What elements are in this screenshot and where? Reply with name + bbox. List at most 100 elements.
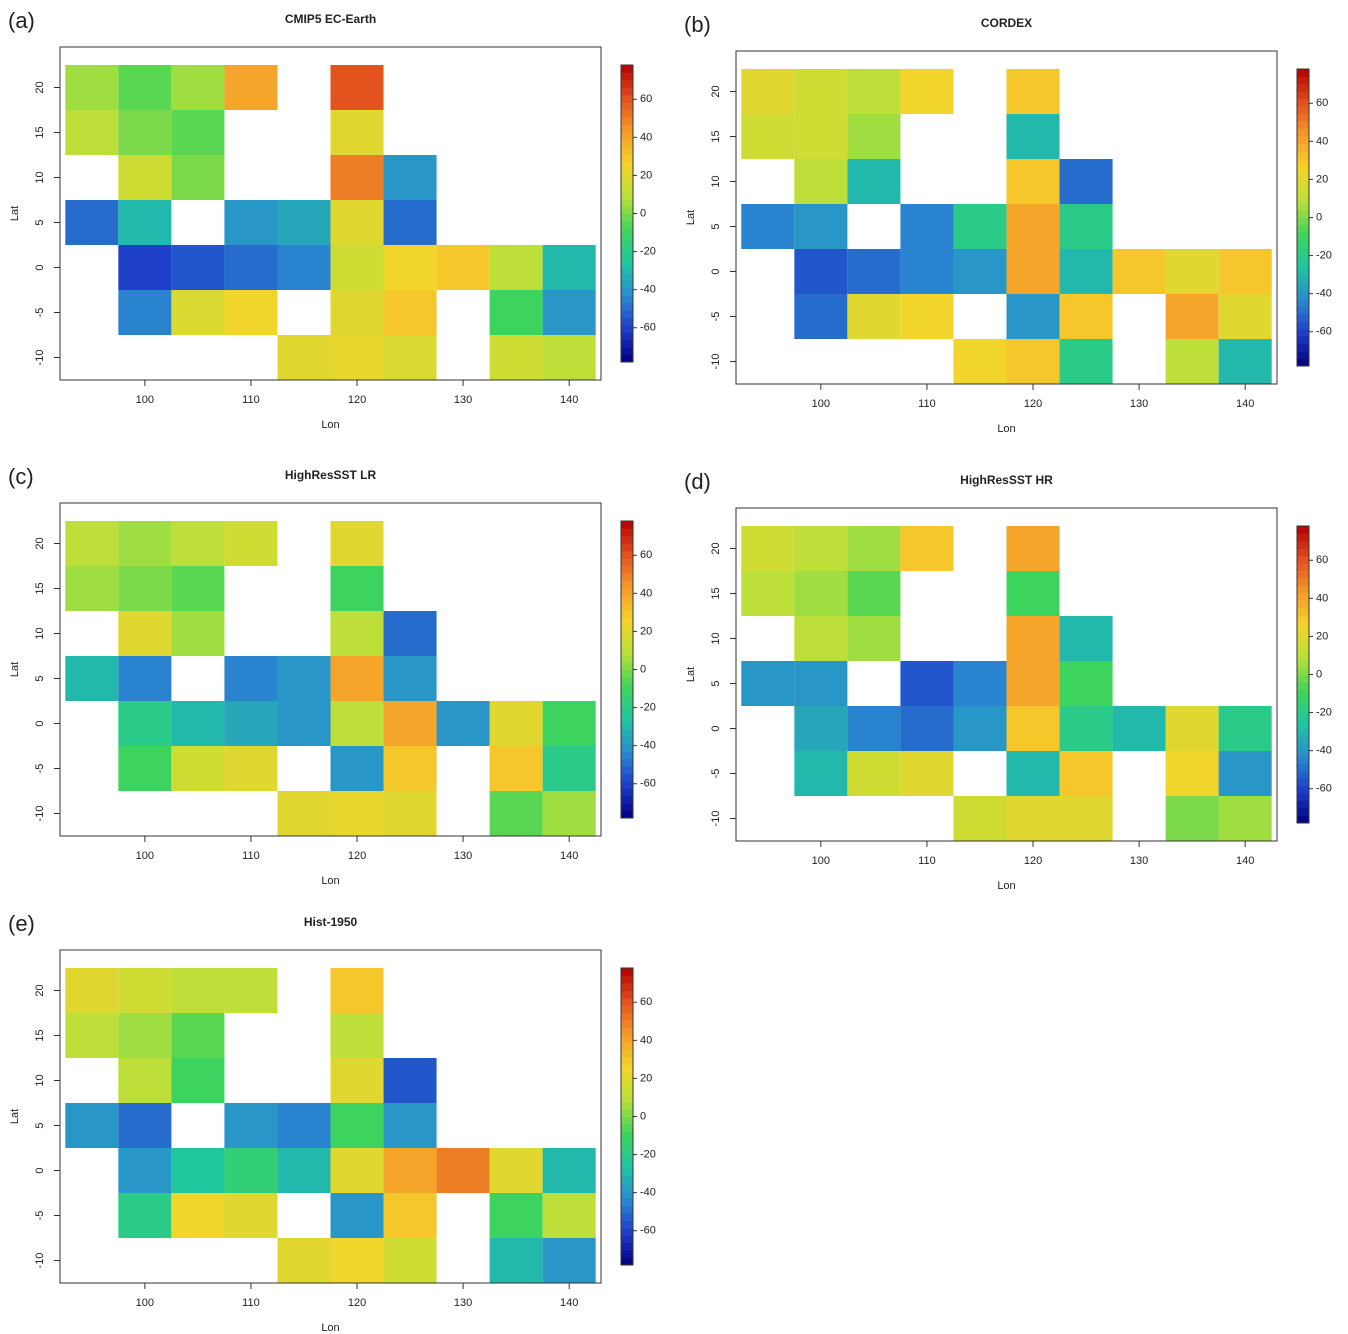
colorbar-tick-label: 60 [640,93,652,105]
colorbar-tick-label: -60 [640,1225,656,1237]
colorbar-step [621,558,633,567]
colorbar-step [1297,592,1309,601]
colorbar-step [621,580,633,589]
cell [118,968,172,1013]
y-tick-label: 5 [710,680,722,686]
cell [171,245,225,290]
cell [741,114,795,159]
colorbar-step [621,803,633,812]
colorbar-step [1297,808,1309,817]
colorbar-step [621,220,633,229]
colorbar-step [1297,254,1309,263]
cell [489,335,543,380]
cell [118,746,172,791]
colorbar-step [1297,533,1309,542]
cell [489,1148,543,1193]
cell [1006,69,1060,114]
colorbar-step [621,1034,633,1043]
colorbar-step [1297,314,1309,322]
colorbar-step [1297,328,1309,337]
colorbar-step [621,706,633,715]
cell [542,245,596,290]
colorbar-step [621,587,633,596]
colorbar-step [1297,165,1309,174]
colorbar-step [621,72,633,81]
colorbar-tick-label: -60 [640,322,656,334]
cell [847,751,901,796]
cell [330,791,384,836]
cell [383,611,437,656]
colorbar-step [1297,637,1309,646]
x-tick-label: 130 [454,850,472,862]
colorbar-tick-label: -40 [1316,288,1332,300]
cell [224,701,278,746]
cell [900,69,954,114]
cell [1218,294,1272,339]
cell [118,1058,172,1103]
colorbar-tick-label: 20 [640,625,652,637]
x-tick-label: 140 [1236,398,1254,410]
colorbar-step [1297,135,1309,144]
colorbar-step [621,550,633,559]
cell [171,968,225,1013]
colorbar-step [621,228,633,237]
cell [847,249,901,294]
colorbar-step [621,1101,633,1110]
colorbar-step [621,1250,633,1259]
colorbar-step [621,1071,633,1080]
cell [847,571,901,616]
cell [118,611,172,656]
colorbar-step [621,810,633,819]
cell [953,204,1007,249]
colorbar-step [621,324,633,333]
y-tick-label: 10 [34,1074,46,1086]
y-tick-label: 5 [34,1122,46,1128]
colorbar-step [621,736,633,745]
cell [330,1193,384,1238]
colorbar-step [621,669,633,678]
colorbar-step [1297,247,1309,256]
colorbar-step [621,684,633,693]
cell [953,339,1007,384]
y-tick-label: 0 [34,264,46,270]
colorbar-step [1297,644,1309,653]
panel-label: (d) [684,469,711,494]
colorbar-step [621,521,633,529]
colorbar-step [621,1094,633,1103]
colorbar-step [621,632,633,641]
colorbar-step [621,287,633,296]
cell [1006,616,1060,661]
colorbar-step [1297,128,1309,137]
cell [383,1193,437,1238]
colorbar-step [621,1235,633,1244]
colorbar-step [1297,98,1309,107]
colorbar-step [621,1123,633,1132]
colorbar-step [621,139,633,148]
cell [1165,339,1219,384]
colorbar-step [1297,113,1309,122]
colorbar-step [621,168,633,177]
cell [65,1103,119,1148]
colorbar-tick-label: 20 [640,1072,652,1084]
cell [741,526,795,571]
y-tick-label: -5 [34,308,46,318]
cell [1006,706,1060,751]
colorbar-step [621,116,633,125]
colorbar-tick-label: -20 [640,701,656,713]
cell [794,159,848,204]
colorbar-tick-label: -60 [1316,326,1332,338]
x-axis-label: Lon [321,1322,339,1334]
cell [65,110,119,155]
chart-title: HighResSST LR [285,468,377,482]
cell [383,200,437,245]
colorbar-step [1297,674,1309,683]
cell [224,245,278,290]
colorbar-step [1297,284,1309,293]
cell [171,521,225,566]
cell [794,114,848,159]
cell [1165,706,1219,751]
colorbar-step [621,997,633,1006]
cell [542,701,596,746]
colorbar-step [621,79,633,88]
